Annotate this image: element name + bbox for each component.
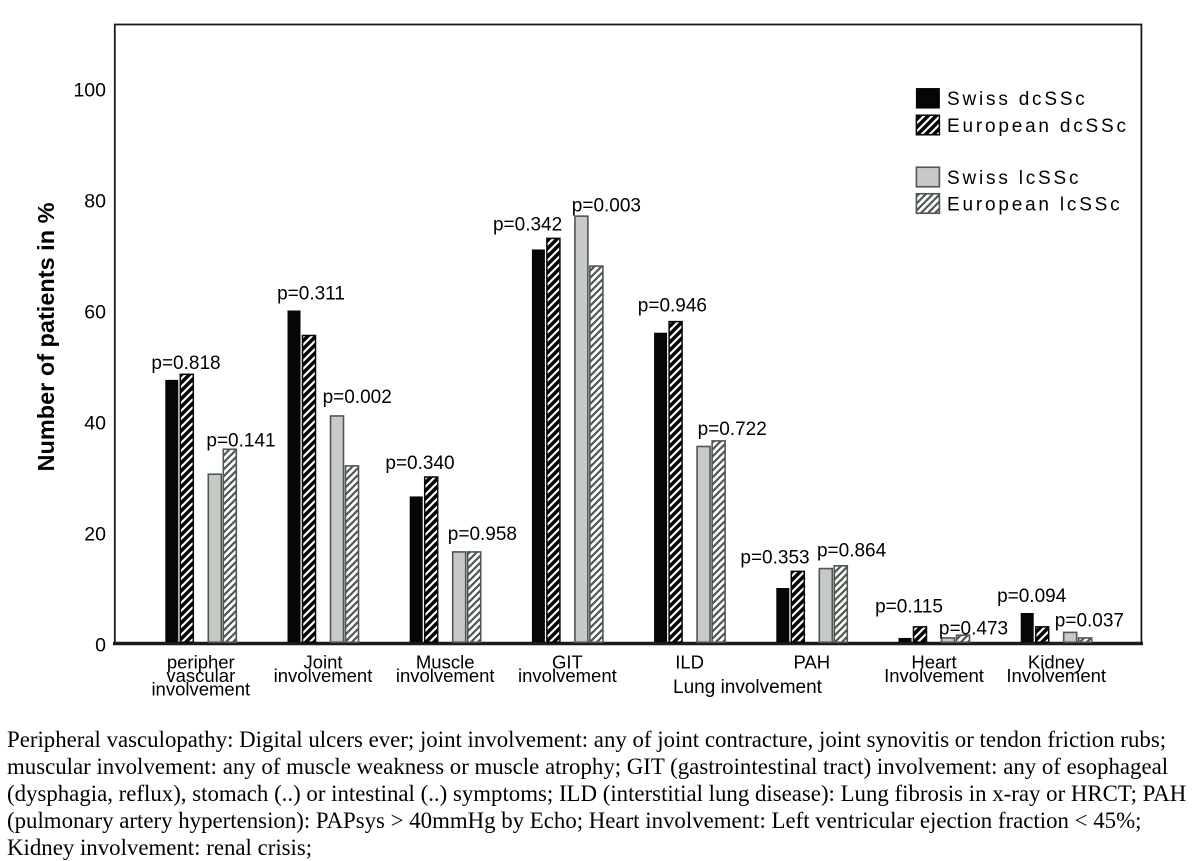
bar-european-dcssc-1 <box>301 334 317 643</box>
bar-european-lcssc-1 <box>344 465 360 643</box>
p-value-lcssc: p=0.037 <box>1055 611 1124 632</box>
bar-swiss-dcssc-2 <box>409 496 423 643</box>
bar-european-lcssc-5 <box>833 564 849 643</box>
legend-swatch-swiss-lcssc <box>915 166 941 188</box>
p-value-dcssc: p=0.342 <box>493 214 562 235</box>
x-category-label: involvement <box>396 665 495 686</box>
caption-line: Peripheral vasculopathy: Digital ulcers … <box>7 727 1167 752</box>
p-value-dcssc: p=0.340 <box>385 453 454 474</box>
y-tick-label: 20 <box>84 524 106 546</box>
bar-european-dcssc-3 <box>546 237 561 643</box>
bar-european-dcssc-5 <box>790 570 806 643</box>
bar-swiss-dcssc-7 <box>1020 612 1034 643</box>
legend-label: European lcSSc <box>947 194 1122 215</box>
x-category-label: Involvement <box>1006 665 1106 686</box>
x-category-label: Involvement <box>884 665 984 686</box>
p-value-dcssc: p=0.946 <box>638 295 707 316</box>
bar-swiss-dcssc-3 <box>531 249 545 643</box>
caption-line: Kidney involvement: renal crisis; <box>7 835 313 860</box>
bar-swiss-lcssc-0 <box>207 473 223 644</box>
caption-line: (pulmonary artery hypertension): PAPsys … <box>7 808 1142 833</box>
x-axis-span-annotation: Lung involvement <box>673 677 823 698</box>
y-axis-title: Number of patients in % <box>33 202 59 471</box>
x-category-label: Joint <box>303 652 342 673</box>
y-tick-label: 100 <box>73 80 106 102</box>
x-category-label: involvement <box>274 665 373 686</box>
bar-european-lcssc-6 <box>955 634 971 643</box>
bar-european-lcssc-7 <box>1077 637 1093 644</box>
p-value-lcssc: p=0.958 <box>448 524 517 545</box>
bar-swiss-dcssc-1 <box>287 310 301 643</box>
p-value-dcssc: p=0.353 <box>740 547 809 568</box>
bar-swiss-lcssc-3 <box>574 215 589 643</box>
x-category-label: Kidney <box>1028 652 1085 673</box>
bar-swiss-lcssc-2 <box>451 551 467 643</box>
legend-label: Swiss lcSSc <box>947 168 1081 189</box>
bar-european-lcssc-2 <box>466 551 482 643</box>
bar-european-lcssc-4 <box>711 440 726 643</box>
p-value-dcssc: p=0.094 <box>997 586 1067 607</box>
legend-label: European dcSSc <box>947 116 1129 137</box>
legend-label: Swiss dcSSc <box>947 89 1088 110</box>
p-value-lcssc: p=0.141 <box>206 431 275 452</box>
bar-swiss-lcssc-1 <box>329 415 345 644</box>
bar-swiss-lcssc-6 <box>940 637 956 644</box>
p-value-dcssc: p=0.311 <box>277 284 345 305</box>
y-tick-label: 80 <box>84 191 106 213</box>
x-category-label: involvement <box>518 665 617 686</box>
x-category-label: PAH <box>793 652 830 673</box>
x-category-label: Heart <box>911 652 956 673</box>
bar-chart-canvas: 0 20 40 60 80 100 Number of patients in % p=0.8… <box>33 23 1143 700</box>
legend-swatch-european-dcssc <box>915 114 941 136</box>
p-value-lcssc: p=0.473 <box>939 618 1008 639</box>
y-tick-label: 40 <box>84 413 106 435</box>
figure-caption: Peripheral vasculopathy: Digital ulcers … <box>7 726 1192 861</box>
x-category-label: peripher <box>167 652 235 673</box>
bar-european-dcssc-0 <box>179 373 195 643</box>
x-category-label: GIT <box>552 652 583 673</box>
p-value-lcssc: p=0.722 <box>698 419 767 440</box>
bar-swiss-dcssc-6 <box>898 637 912 643</box>
x-category-label: involvement <box>151 679 250 700</box>
p-value-lcssc: p=0.864 <box>817 541 887 562</box>
bar-european-lcssc-3 <box>589 265 604 644</box>
x-category-label: ILD <box>675 652 704 673</box>
p-value-lcssc: p=0.002 <box>323 387 392 408</box>
p-value-dcssc: p=0.818 <box>151 353 220 374</box>
legend-swatch-european-lcssc <box>915 192 941 215</box>
bar-swiss-dcssc-4 <box>654 332 668 643</box>
legend-swatch-swiss-dcssc <box>915 88 940 109</box>
bar-european-dcssc-2 <box>423 476 439 643</box>
bar-swiss-lcssc-4 <box>696 445 711 644</box>
x-category-label: Muscle <box>416 652 475 673</box>
caption-line: (dysphagia, reflux), stomach (..) or int… <box>7 781 1187 806</box>
x-category-label: vascular <box>166 665 235 686</box>
bar-swiss-lcssc-5 <box>818 567 834 644</box>
bar-european-dcssc-7 <box>1034 626 1050 643</box>
bar-european-dcssc-4 <box>668 320 683 643</box>
p-value-dcssc: p=0.115 <box>875 597 943 618</box>
bar-european-dcssc-6 <box>912 626 928 643</box>
bar-swiss-dcssc-0 <box>165 379 179 643</box>
caption-line: muscular involvement: any of muscle weak… <box>7 754 1169 779</box>
y-tick-label: 0 <box>95 635 106 657</box>
y-tick-label: 60 <box>84 302 106 324</box>
p-value-lcssc: p=0.003 <box>572 196 641 217</box>
bar-european-lcssc-0 <box>222 448 238 643</box>
bar-swiss-lcssc-7 <box>1062 631 1078 644</box>
bar-swiss-dcssc-5 <box>776 588 790 643</box>
